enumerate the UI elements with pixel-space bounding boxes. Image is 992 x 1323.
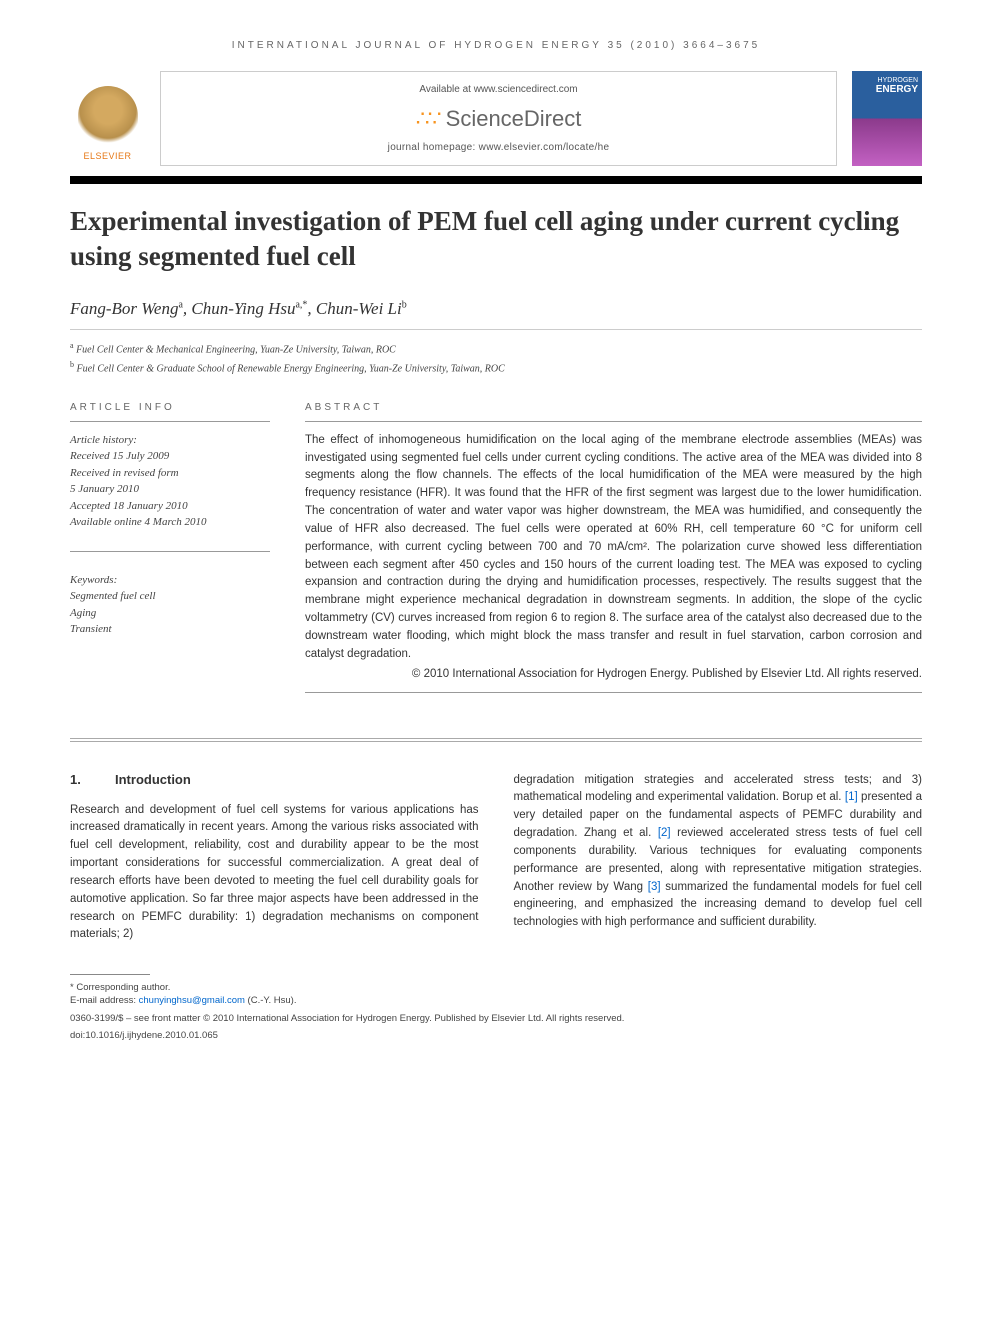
affiliation-a: a Fuel Cell Center & Mechanical Engineer… [70,340,922,358]
history-label: Article history: [70,432,270,449]
cover-line1: HYDROGEN [856,77,918,84]
received-date: Received 15 July 2009 [70,448,270,465]
intro-heading: 1.Introduction [70,772,479,787]
abstract-rule [305,421,922,422]
keyword-1: Segmented fuel cell [70,588,270,605]
author-3: Chun-Wei Li [316,299,402,318]
body-para-1: Research and development of fuel cell sy… [70,802,479,945]
authors-line: Fang-Bor Wenga, Chun-Ying Hsua,*, Chun-W… [70,299,922,319]
author-2: Chun-Ying Hsu [191,299,295,318]
affiliation-b: b Fuel Cell Center & Graduate School of … [70,359,922,377]
email-line: E-mail address: chunyinghsu@gmail.com (C… [70,994,922,1007]
abstract-column: ABSTRACT The effect of inhomogeneous hum… [305,402,922,703]
online-date: Available online 4 March 2010 [70,514,270,531]
accepted-date: Accepted 18 January 2010 [70,498,270,515]
article-info-column: ARTICLE INFO Article history: Received 1… [70,402,270,703]
article-history: Article history: Received 15 July 2009 R… [70,432,270,531]
journal-cover-thumbnail: HYDROGEN ENERGY [852,71,922,166]
corresponding-author-note: * Corresponding author. [70,981,922,994]
body-para-2: degradation mitigation strategies and ac… [514,772,923,932]
title-separator-bar [70,176,922,184]
running-header: INTERNATIONAL JOURNAL OF HYDROGEN ENERGY… [70,40,922,51]
keywords-block: Keywords: Segmented fuel cell Aging Tran… [70,572,270,638]
citation-1[interactable]: [1] [845,791,858,803]
elsevier-label: ELSEVIER [83,151,131,161]
sciencedirect-text: ScienceDirect [446,106,582,132]
abstract-text: The effect of inhomogeneous humidificati… [305,432,922,664]
abstract-label: ABSTRACT [305,402,922,413]
author-3-sup: b [402,300,407,311]
body-column-right: degradation mitigation strategies and ac… [514,772,923,945]
sd-dots-icon: ∴∵ [416,112,440,125]
email-link[interactable]: chunyinghsu@gmail.com [139,995,245,1006]
body-column-left: 1.Introduction Research and development … [70,772,479,945]
footnote-rule [70,974,150,975]
title-block: Experimental investigation of PEM fuel c… [70,204,922,274]
author-2-sup: a,* [295,300,307,311]
doi-line: doi:10.1016/j.ijhydene.2010.01.065 [70,1029,922,1042]
cover-line2: ENERGY [856,84,918,95]
issn-line: 0360-3199/$ – see front matter © 2010 In… [70,1012,922,1025]
center-header-box: Available at www.sciencedirect.com ∴∵ Sc… [160,71,837,166]
citation-3[interactable]: [3] [648,881,661,893]
revised-line1: Received in revised form [70,465,270,482]
sciencedirect-logo: ∴∵ ScienceDirect [181,106,816,132]
affiliations: a Fuel Cell Center & Mechanical Engineer… [70,340,922,377]
body-columns: 1.Introduction Research and development … [70,772,922,945]
abstract-end-rule [305,692,922,693]
body-top-rule-2 [70,741,922,742]
article-info-label: ARTICLE INFO [70,402,270,413]
info-rule-1 [70,421,270,422]
info-abstract-row: ARTICLE INFO Article history: Received 1… [70,402,922,703]
elsevier-logo: ELSEVIER [70,71,145,161]
body-top-rule-1 [70,738,922,739]
author-1-sup: a [178,300,182,311]
author-1: Fang-Bor Weng [70,299,178,318]
intro-heading-text: Introduction [115,772,191,787]
keyword-2: Aging [70,605,270,622]
authors-rule [70,329,922,330]
copyright-line: © 2010 International Association for Hyd… [305,666,922,683]
citation-2[interactable]: [2] [658,827,671,839]
available-at-text: Available at www.sciencedirect.com [181,84,816,95]
elsevier-tree-icon [78,86,138,146]
article-title: Experimental investigation of PEM fuel c… [70,204,922,274]
journal-homepage-text: journal homepage: www.elsevier.com/locat… [181,142,816,153]
revised-line2: 5 January 2010 [70,481,270,498]
keyword-3: Transient [70,621,270,638]
keywords-label: Keywords: [70,572,270,589]
info-rule-2 [70,551,270,552]
journal-header-row: ELSEVIER Available at www.sciencedirect.… [70,71,922,166]
footnotes: * Corresponding author. E-mail address: … [70,981,922,1008]
intro-heading-num: 1. [70,772,115,787]
